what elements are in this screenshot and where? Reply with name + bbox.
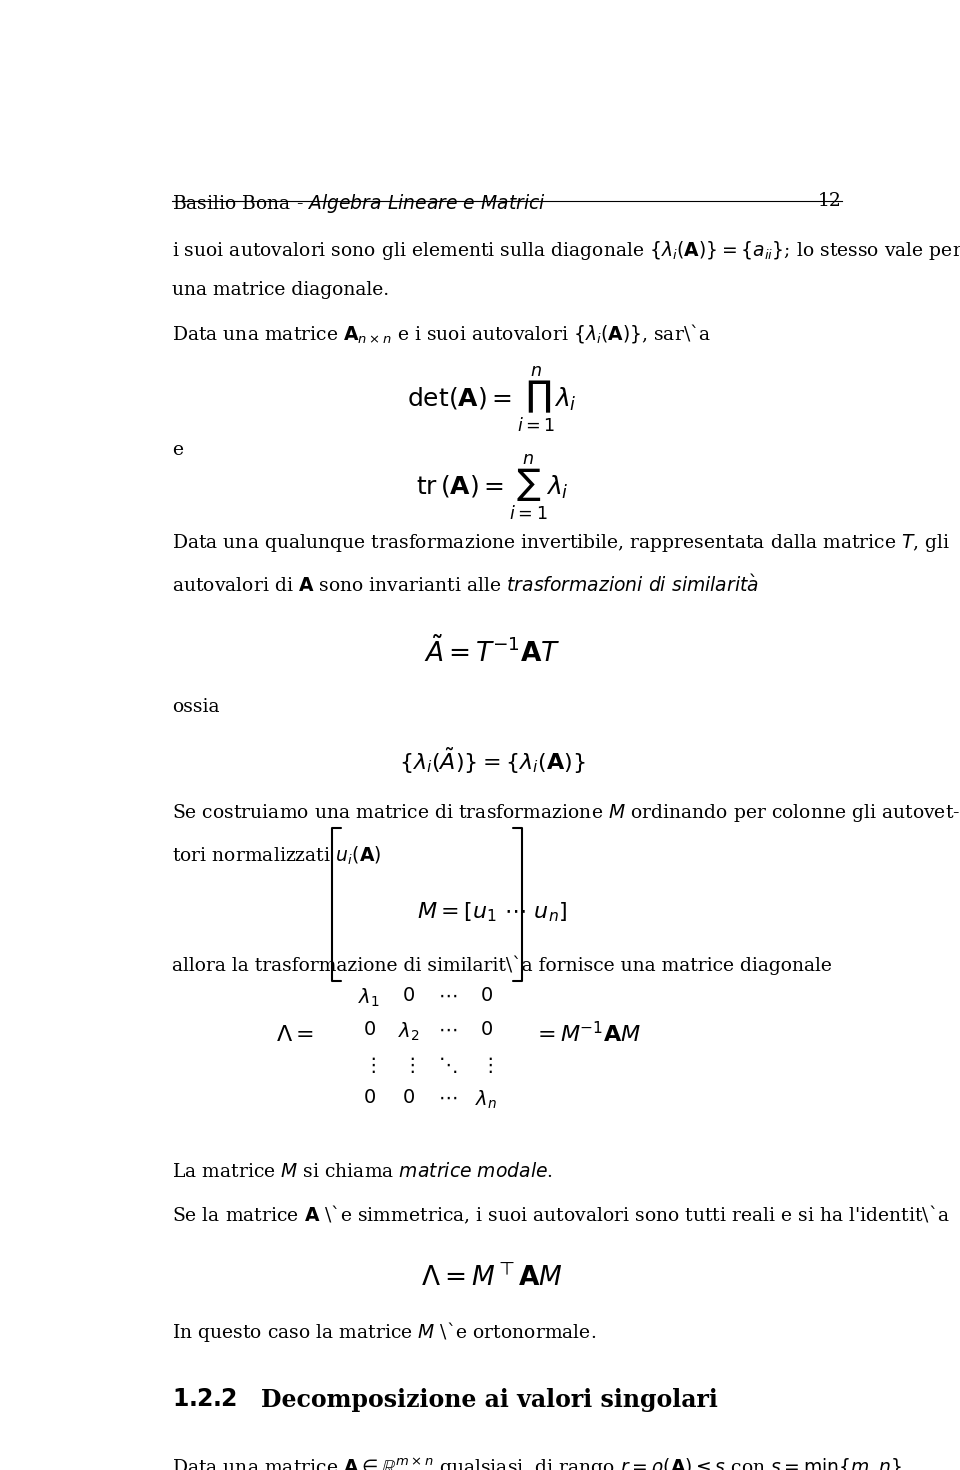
Text: $\lambda_2$: $\lambda_2$ xyxy=(397,1020,420,1044)
Text: Data una qualunque trasformazione invertibile, rappresentata dalla matrice $\mat: Data una qualunque trasformazione invert… xyxy=(172,532,950,554)
Text: $0$: $0$ xyxy=(402,986,415,1005)
Text: $\ddots$: $\ddots$ xyxy=(438,1055,457,1075)
Text: $0$: $0$ xyxy=(363,1089,375,1107)
Text: $\Lambda = \mathbf{\mathit{M}}^\top \mathbf{A} \mathbf{\mathit{M}}$: $\Lambda = \mathbf{\mathit{M}}^\top \mat… xyxy=(421,1263,563,1291)
Text: i suoi autovalori sono gli elementi sulla diagonale $\{\lambda_i(\mathbf{A})\} =: i suoi autovalori sono gli elementi sull… xyxy=(172,238,960,262)
Text: Data una matrice $\mathbf{A} \in \mathbb{R}^{m\times n}$ qualsiasi, di rango $r : Data una matrice $\mathbf{A} \in \mathbb… xyxy=(172,1455,908,1470)
Text: $0$: $0$ xyxy=(402,1089,415,1107)
Text: $\cdots$: $\cdots$ xyxy=(438,1020,457,1039)
Text: Se la matrice $\mathbf{A}$ \`e simmetrica, i suoi autovalori sono tutti reali e : Se la matrice $\mathbf{A}$ \`e simmetric… xyxy=(172,1204,950,1226)
Text: tori normalizzati $\mathbf{\mathit{u}}_i(\mathbf{A})$: tori normalizzati $\mathbf{\mathit{u}}_i… xyxy=(172,844,381,866)
Text: $0$: $0$ xyxy=(363,1020,375,1039)
Text: $\vdots$: $\vdots$ xyxy=(402,1055,415,1075)
Text: $\tilde{A} = \mathbf{\mathit{T}}^{-1}\mathbf{A}\mathbf{\mathit{T}}$: $\tilde{A} = \mathbf{\mathit{T}}^{-1}\ma… xyxy=(423,637,561,667)
Text: Data una matrice $\mathbf{A}_{n\times n}$ e i suoi autovalori $\{\lambda_i(\math: Data una matrice $\mathbf{A}_{n\times n}… xyxy=(172,322,711,345)
Text: autovalori di $\mathbf{A}$ sono invarianti alle $\mathit{trasformazioni\ di\ sim: autovalori di $\mathbf{A}$ sono invarian… xyxy=(172,573,759,595)
Text: $\lambda_n$: $\lambda_n$ xyxy=(475,1089,497,1111)
Text: 12: 12 xyxy=(818,193,842,210)
Text: ossia: ossia xyxy=(172,698,220,716)
Text: allora la trasformazione di similarit\`a fornisce una matrice diagonale: allora la trasformazione di similarit\`a… xyxy=(172,956,832,975)
Text: $\mathbf{\mathit{M}} = \left[\mathbf{\mathit{u}}_1\ \cdots\ \mathbf{\mathit{u}}_: $\mathbf{\mathit{M}} = \left[\mathbf{\ma… xyxy=(417,901,567,925)
Text: $0$: $0$ xyxy=(480,1020,492,1039)
Text: $\lambda_1$: $\lambda_1$ xyxy=(358,986,380,1008)
Text: In questo caso la matrice $\mathbf{\mathit{M}}$ \`e ortonormale.: In questo caso la matrice $\mathbf{\math… xyxy=(172,1320,596,1344)
Text: $\{\lambda_i(\tilde{A})\} = \{\lambda_i(\mathbf{A})\}$: $\{\lambda_i(\tilde{A})\} = \{\lambda_i(… xyxy=(398,745,586,776)
Text: $\mathbf{1.2.2}$: $\mathbf{1.2.2}$ xyxy=(172,1388,237,1411)
Text: Decomposizione ai valori singolari: Decomposizione ai valori singolari xyxy=(261,1388,718,1411)
Text: $\mathrm{det}(\mathbf{A}) = \prod_{i=1}^{n} \lambda_i$: $\mathrm{det}(\mathbf{A}) = \prod_{i=1}^… xyxy=(407,365,577,434)
Text: e: e xyxy=(172,441,183,459)
Text: Se costruiamo una matrice di trasformazione $\mathbf{\mathit{M}}$ ordinando per : Se costruiamo una matrice di trasformazi… xyxy=(172,803,960,825)
Text: $\vdots$: $\vdots$ xyxy=(480,1055,492,1075)
Text: $\mathrm{tr}\,(\mathbf{A}) = \sum_{i=1}^{n} \lambda_i$: $\mathrm{tr}\,(\mathbf{A}) = \sum_{i=1}^… xyxy=(416,453,568,522)
Text: $\cdots$: $\cdots$ xyxy=(438,986,457,1005)
Text: $= \mathbf{\mathit{M}}^{-1}\mathbf{A}\mathbf{\mathit{M}}$: $= \mathbf{\mathit{M}}^{-1}\mathbf{A}\ma… xyxy=(533,1022,641,1048)
Text: $\vdots$: $\vdots$ xyxy=(363,1055,375,1075)
Text: una matrice diagonale.: una matrice diagonale. xyxy=(172,281,389,298)
Text: La matrice $\mathbf{\mathit{M}}$ si chiama $\mathit{matrice\ modale}$.: La matrice $\mathbf{\mathit{M}}$ si chia… xyxy=(172,1163,553,1182)
Text: $0$: $0$ xyxy=(480,986,492,1005)
Text: $\cdots$: $\cdots$ xyxy=(438,1089,457,1107)
Text: Basilio Bona - $\mathit{Algebra\ Lineare\ e\ Matrici}$: Basilio Bona - $\mathit{Algebra\ Lineare… xyxy=(172,193,546,215)
Text: $\Lambda =$: $\Lambda =$ xyxy=(276,1025,313,1047)
